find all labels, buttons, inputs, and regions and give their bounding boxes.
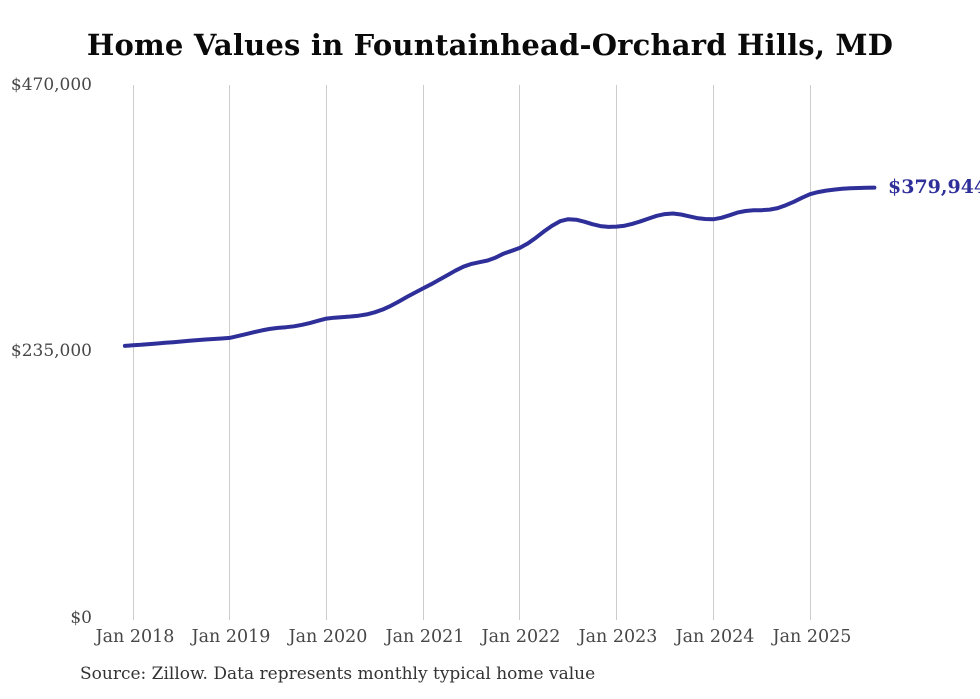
chart-title: Home Values in Fountainhead-Orchard Hill… — [86, 28, 894, 62]
y-tick-0: $0 — [70, 608, 92, 628]
home-value-line — [122, 185, 877, 348]
x-tick-jan-2021: Jan 2021 — [385, 627, 465, 647]
gridline-jan-2020 — [326, 85, 327, 620]
gridline-jan-2023 — [616, 85, 617, 620]
x-tick-jan-2022: Jan 2022 — [481, 627, 561, 647]
end-value-label: $379,944 — [888, 176, 980, 198]
y-tick-235000: $235,000 — [10, 341, 92, 361]
x-tick-jan-2018: Jan 2018 — [95, 627, 175, 647]
x-tick-jan-2024: Jan 2024 — [675, 627, 755, 647]
x-tick-jan-2019: Jan 2019 — [191, 627, 271, 647]
gridline-jan-2021 — [423, 85, 424, 620]
gridline-jan-2025 — [810, 85, 811, 620]
gridline-jan-2018 — [133, 85, 134, 620]
x-tick-jan-2020: Jan 2020 — [288, 627, 368, 647]
x-tick-jan-2023: Jan 2023 — [578, 627, 658, 647]
gridline-jan-2019 — [229, 85, 230, 620]
x-tick-jan-2025: Jan 2025 — [772, 627, 852, 647]
gridline-jan-2024 — [713, 85, 714, 620]
y-tick-470000: $470,000 — [10, 75, 92, 95]
source-note: Source: Zillow. Data represents monthly … — [80, 664, 596, 684]
gridline-jan-2022 — [519, 85, 520, 620]
